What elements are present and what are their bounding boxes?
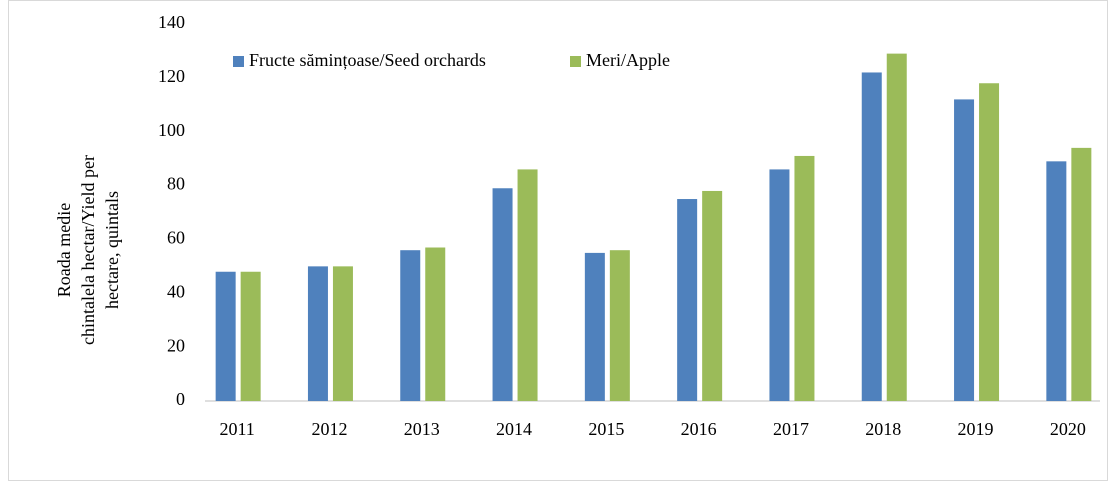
legend-label: Fructe sămințoase/Seed orchards	[249, 50, 486, 70]
legend-swatch	[570, 56, 581, 67]
x-tick-label: 2017	[773, 419, 809, 439]
bar	[769, 169, 790, 401]
y-axis-label-line: hectare, quintals	[102, 191, 122, 309]
y-tick-label: 100	[158, 120, 185, 140]
bar	[517, 169, 538, 401]
bar	[400, 250, 421, 401]
y-tick-label: 60	[167, 228, 185, 248]
y-axis-label: Roada medie chintalela hectar/Yield per he…	[54, 155, 122, 345]
y-tick-label: 140	[158, 12, 185, 32]
x-tick-label: 2019	[958, 419, 994, 439]
bar	[861, 72, 882, 401]
legend-label: Meri/Apple	[586, 50, 670, 70]
bar	[1071, 147, 1092, 401]
bar	[954, 99, 975, 402]
y-tick-label: 80	[167, 174, 185, 194]
x-tick-label: 2018	[865, 419, 901, 439]
y-tick-label: 0	[176, 389, 185, 409]
bar	[215, 271, 236, 401]
x-tick-label: 2016	[681, 419, 717, 439]
bar	[425, 247, 446, 401]
y-axis-label-line: chintalela hectar/Yield per	[78, 155, 98, 345]
x-tick-label: 2012	[311, 419, 347, 439]
bar	[332, 266, 353, 401]
x-tick-label: 2020	[1050, 419, 1086, 439]
bar	[307, 266, 328, 401]
bar	[979, 83, 1000, 401]
bar	[492, 188, 513, 401]
bar	[609, 250, 630, 401]
y-tick-label: 120	[158, 66, 185, 86]
y-tick-label: 40	[167, 281, 185, 301]
bar	[794, 155, 815, 401]
x-tick-label: 2011	[219, 419, 254, 439]
bar	[584, 252, 605, 401]
bar	[886, 53, 907, 401]
bar	[702, 190, 723, 401]
bar	[240, 271, 261, 401]
y-axis-label-line: Roada medie	[54, 203, 74, 297]
x-tick-label: 2015	[588, 419, 624, 439]
bar	[1046, 161, 1067, 401]
legend-swatch	[233, 56, 244, 67]
bar	[677, 199, 698, 401]
x-tick-label: 2014	[496, 419, 532, 439]
y-tick-label: 20	[167, 335, 185, 355]
x-tick-label: 2013	[404, 419, 440, 439]
